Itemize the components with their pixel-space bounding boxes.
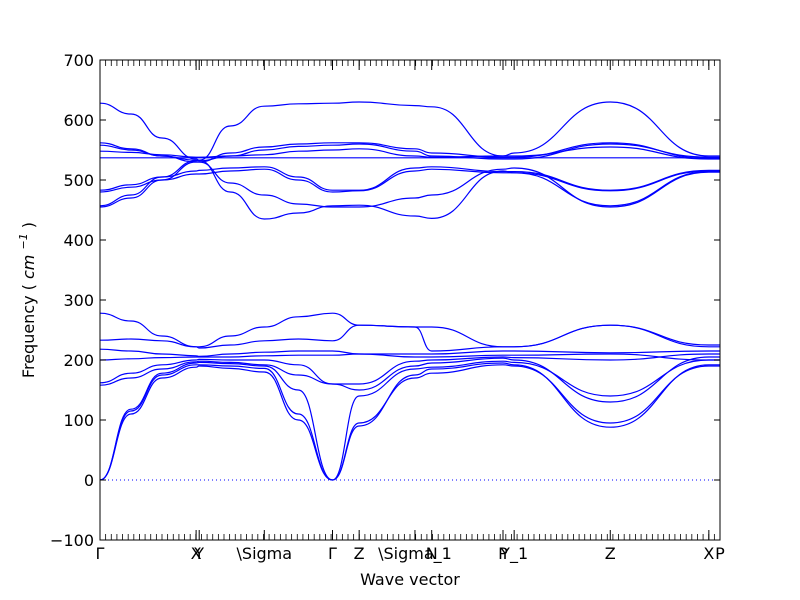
y-tick-label: 200 — [63, 351, 94, 370]
band-line-3 — [100, 359, 720, 481]
x-axis-title: Wave vector — [360, 570, 460, 589]
x-tick-label: \Sigma_1 — [378, 544, 452, 564]
x-tick-label: Y_1 — [499, 544, 528, 564]
y-tick-label: 700 — [63, 51, 94, 70]
x-tick-label: Z — [354, 544, 365, 563]
x-minor-ticks — [99, 60, 721, 540]
band-line-15 — [100, 146, 720, 160]
y-tick-label: 500 — [63, 171, 94, 190]
x-tick-label: \Sigma — [237, 544, 293, 563]
y-axis-title-unit-exp: −1 — [17, 233, 30, 249]
y-axis-title: Frequency ( cm −1 ) — [12, 222, 38, 378]
band-line-11 — [100, 159, 720, 220]
x-tick-label: Y — [193, 544, 204, 563]
x-tick-label: Z — [605, 544, 616, 563]
plot-frame — [99, 59, 721, 541]
x-tick-label: N — [426, 544, 438, 563]
band-line-5 — [100, 353, 720, 385]
band-lines — [100, 101, 720, 481]
y-axis-title-paren-close: ) — [19, 222, 38, 228]
band-line-17 — [100, 142, 720, 163]
y-tick-label: 300 — [63, 291, 94, 310]
y-axis-title-unit: cm — [19, 255, 38, 279]
band-line-13 — [100, 166, 720, 191]
band-line-12 — [100, 168, 720, 193]
y-axis-title-paren-open: ( — [19, 284, 38, 290]
x-tick-label: P — [498, 544, 508, 563]
x-tick-label: Γ — [328, 544, 337, 563]
y-axis-title-text: Frequency — [19, 295, 38, 378]
y-tick-label: 0 — [84, 471, 94, 490]
band-line-18 — [100, 101, 720, 161]
y-tick-label: −100 — [50, 531, 94, 550]
y-axis-ticks: −100 0 100 200 300 400 500 600 700 — [50, 51, 720, 550]
y-tick-label: 400 — [63, 231, 94, 250]
y-tick-label: 600 — [63, 111, 94, 130]
x-tick-label: Γ — [96, 544, 105, 563]
band-line-7 — [100, 348, 720, 358]
band-line-6 — [100, 353, 720, 361]
band-line-16 — [100, 143, 720, 162]
band-line-2 — [100, 362, 720, 481]
x-tick-label: X — [191, 544, 202, 563]
band-line-9 — [100, 312, 720, 348]
x-tick-label: X — [703, 544, 714, 563]
y-tick-label: 100 — [63, 411, 94, 430]
band-line-4 — [100, 356, 720, 403]
x-axis-ticks: Γ XY \Sigma Γ Z \Sigma_1N PY_1 Z X P — [96, 60, 725, 564]
x-tick-label: P — [715, 544, 725, 563]
